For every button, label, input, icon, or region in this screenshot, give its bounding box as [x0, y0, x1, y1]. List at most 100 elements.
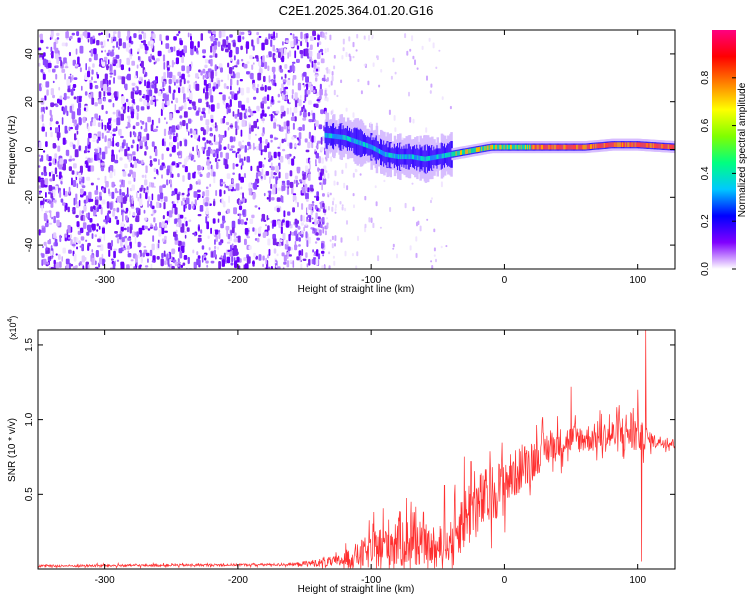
- spectrogram-noise-cell: [139, 140, 143, 146]
- spectrogram-noise-cell: [98, 225, 101, 230]
- spectrogram-noise-cell: [292, 193, 297, 196]
- spectrogram-noise-cell: [214, 53, 218, 58]
- spectrogram-noise-cell: [42, 198, 45, 205]
- spectrogram-noise-cell: [68, 166, 72, 172]
- spectrogram-noise-cell: [74, 133, 77, 141]
- spectrogram-noise-cell: [144, 43, 147, 48]
- spectrogram-noise-cell: [271, 96, 274, 103]
- spectrogram-noise-cell: [123, 227, 127, 231]
- spectrogram-noise-cell: [210, 45, 213, 53]
- spectrogram-noise-cell: [85, 195, 89, 204]
- spectrogram-noise-cell: [227, 104, 231, 108]
- spectrogram-noise-cell: [201, 111, 206, 115]
- spectrogram-noise-cell: [269, 176, 271, 184]
- spectrogram-noise-cell: [68, 237, 70, 240]
- spectrogram-noise-cell: [214, 245, 217, 250]
- spectrogram-noise-cell: [206, 173, 210, 178]
- spectrogram-noise-cell: [353, 204, 355, 209]
- spectrogram-noise-cell: [244, 145, 247, 153]
- spectrogram-noise-cell: [409, 48, 412, 52]
- spectrogram-noise-cell: [43, 166, 47, 173]
- spectrogram-noise-cell: [209, 161, 212, 164]
- spectrogram-noise-cell: [409, 116, 412, 123]
- spectrogram-noise-cell: [103, 98, 106, 102]
- spectrogram-noise-cell: [282, 79, 287, 83]
- spectrogram-noise-cell: [145, 145, 149, 150]
- spectrogram-noise-cell: [281, 219, 285, 223]
- spectrogram-noise-cell: [351, 253, 354, 257]
- spectrogram-noise-cell: [296, 256, 300, 261]
- spectrogram-noise-cell: [309, 44, 313, 51]
- colorbar-ticks: 0.00.20.40.60.8: [700, 70, 736, 276]
- spectrogram-noise-cell: [149, 159, 153, 167]
- spectrogram-noise-cell: [289, 107, 292, 115]
- spectrogram-noise-cell: [67, 225, 71, 233]
- spectrogram-noise-cell: [122, 171, 127, 177]
- spectrogram-noise-cell: [344, 250, 347, 257]
- spectrogram-noise-cell: [233, 136, 236, 142]
- spectrogram-noise-cell: [214, 70, 218, 77]
- spectrogram-noise-cell: [106, 64, 109, 71]
- spectrogram-noise-cell: [302, 173, 306, 180]
- spectrogram-noise-cell: [65, 38, 69, 41]
- spectrogram-noise-cell: [247, 30, 251, 33]
- spectrogram-noise-cell: [311, 203, 315, 207]
- spectrogram-noise-cell: [181, 192, 185, 196]
- spectrogram-noise-cell: [183, 219, 186, 223]
- spectrogram-noise-cell: [44, 210, 49, 213]
- spectrogram-noise-cell: [235, 152, 238, 158]
- spectrogram-noise-cell: [202, 191, 205, 197]
- spectrogram-noise-cell: [273, 57, 276, 63]
- spectrogram-noise-cell: [126, 142, 128, 150]
- spectrogram-noise-cell: [136, 144, 139, 152]
- spectrogram-noise-cell: [298, 126, 303, 131]
- spectrogram-noise-cell: [226, 228, 229, 237]
- spectrogram-noise-cell: [310, 210, 313, 216]
- spectrogram-noise-cell: [294, 144, 297, 148]
- spectrogram-noise-cell: [131, 197, 134, 205]
- spectrogram-noise-cell: [329, 34, 332, 41]
- spectrogram-noise-cell: [311, 135, 314, 143]
- spectrogram-noise-cell: [192, 154, 195, 160]
- spectrogram-noise-cell: [49, 211, 52, 218]
- spectrogram-noise-cell: [112, 262, 116, 269]
- spectrogram-noise-cell: [237, 90, 239, 95]
- spectrogram-noise-cell: [97, 238, 101, 243]
- spectrogram-noise-cell: [196, 110, 199, 115]
- spectrogram-noise-cell: [166, 99, 170, 106]
- spectrogram-noise-cell: [210, 58, 213, 67]
- spectrogram-noise-cell: [87, 70, 91, 78]
- spectrogram-noise-cell: [76, 130, 79, 135]
- spectrogram-noise-cell: [173, 136, 177, 143]
- spectrogram-noise-cell: [272, 233, 276, 240]
- spectrogram-noise-cell: [100, 45, 104, 49]
- spectrogram-noise-cell: [78, 172, 82, 178]
- spectrogram-noise-cell: [87, 126, 90, 132]
- spectrogram-noise-cell: [134, 160, 138, 169]
- spectrogram-noise-cell: [288, 233, 291, 242]
- spectrogram-noise-cell: [78, 199, 81, 207]
- spectrogram-noise-cell: [160, 258, 164, 267]
- spectrogram-noise-cell: [306, 83, 309, 90]
- spectrogram-noise-cell: [204, 142, 207, 150]
- spectrogram-noise-cell: [61, 42, 66, 47]
- spectrogram-noise-cell: [315, 232, 319, 236]
- spectrogram-noise-cell: [331, 243, 334, 249]
- spectrogram-noise-cell: [127, 101, 131, 106]
- spectrogram-noise-cell: [90, 48, 94, 57]
- spectrogram-noise-cell: [121, 142, 125, 149]
- spectrogram-noise-cell: [292, 33, 295, 40]
- spectrogram-noise-cell: [95, 214, 98, 217]
- spectrogram-noise-cell: [128, 118, 131, 123]
- spectrogram-noise-cell: [103, 233, 106, 241]
- spectrogram-noise-cell: [98, 153, 101, 159]
- spectrogram-noise-cell: [73, 236, 77, 243]
- spectrogram-noise-cell: [69, 35, 73, 40]
- spectrogram-noise-cell: [171, 190, 176, 196]
- spectrogram-noise-cell: [140, 106, 145, 111]
- spectrogram-noise-cell: [177, 264, 180, 268]
- snr-x-tick-label: -200: [228, 575, 248, 586]
- spectrogram-noise-cell: [85, 213, 89, 218]
- spectrogram-noise-cell: [208, 247, 211, 251]
- spectrogram-noise-cell: [87, 216, 90, 220]
